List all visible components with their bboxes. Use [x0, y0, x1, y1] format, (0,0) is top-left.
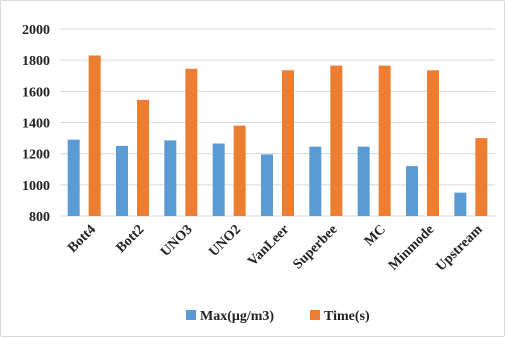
legend: Max(μg/m3) Time(s)	[186, 309, 370, 324]
bars	[67, 55, 488, 216]
x-tick-label: VanLeer	[245, 222, 292, 269]
y-tick-label: 1800	[22, 54, 50, 69]
y-tick-label: 2000	[22, 23, 50, 38]
x-tick-label: Bott4	[65, 222, 99, 256]
bar-max-bott4	[67, 139, 80, 216]
y-tick-label: 1600	[22, 85, 50, 100]
x-tick-label: MC	[362, 222, 389, 249]
bar-time-bott4	[88, 55, 101, 216]
x-tick-label: UNO2	[206, 222, 244, 260]
bar-time-mc	[378, 65, 391, 216]
bar-max-upstream	[454, 192, 467, 216]
x-tick-label: Minmode	[386, 222, 437, 273]
y-tick-label: 1400	[22, 117, 50, 132]
bar-time-superbee	[330, 65, 343, 216]
bar-time-bott2	[137, 99, 149, 216]
legend-swatch-time	[310, 310, 320, 320]
bar-time-vanleer	[282, 70, 294, 216]
bar-max-mc	[357, 146, 370, 216]
bar-time-upstream	[475, 138, 488, 216]
bar-max-minmode	[406, 166, 418, 216]
bar-max-bott2	[116, 145, 128, 216]
legend-label-max: Max(μg/m3)	[200, 309, 274, 324]
gridlines	[60, 28, 495, 217]
bar-max-superbee	[309, 146, 322, 216]
legend-label-time: Time(s)	[324, 309, 370, 324]
bar-time-uno2	[233, 125, 246, 216]
legend-swatch-max	[186, 310, 196, 320]
x-tick-label: Upstream	[433, 222, 485, 274]
y-tick-label: 1200	[22, 148, 50, 163]
bar-time-minmode	[427, 70, 439, 216]
bar-time-uno3	[185, 68, 198, 216]
y-tick-label: 800	[29, 210, 50, 225]
x-tick-label: Bott2	[114, 222, 148, 256]
y-tick-label: 1000	[22, 179, 50, 194]
bar-max-uno2	[212, 143, 225, 216]
x-tick-label: UNO3	[158, 222, 196, 260]
bar-max-uno3	[164, 140, 177, 216]
y-axis: 800 1000 1200 1400 1600 1800 2000	[22, 23, 50, 225]
bar-max-vanleer	[261, 154, 273, 216]
x-tick-label: Superbee	[290, 222, 340, 272]
